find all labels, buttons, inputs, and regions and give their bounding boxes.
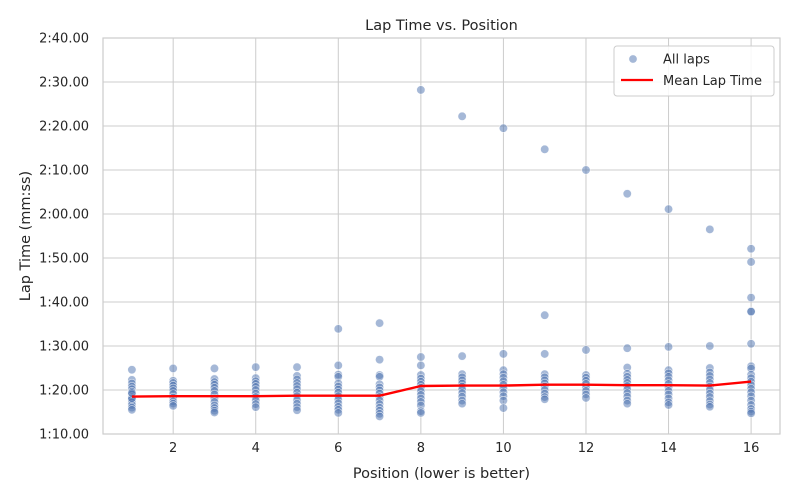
y-tick-label: 1:20.00	[39, 384, 89, 399]
lap-point	[581, 345, 591, 355]
x-tick-labels: 2 4 6 8 10 12 14 16	[169, 441, 759, 456]
lap-point	[622, 399, 632, 409]
lap-point	[746, 257, 756, 267]
mean-line-group	[131, 380, 752, 398]
lap-point	[292, 405, 302, 415]
plot-area	[103, 38, 780, 434]
lap-point	[498, 123, 508, 133]
lap-point	[581, 165, 591, 175]
lap-point	[664, 400, 674, 410]
y-tick-label: 2:10.00	[39, 164, 89, 179]
mean-lap-time-line	[131, 380, 752, 398]
legend-marker-all-laps	[628, 54, 638, 64]
y-tick-label: 1:40.00	[39, 296, 89, 311]
y-tick-label: 1:10.00	[39, 428, 89, 443]
lap-point	[292, 362, 302, 372]
x-tick-label: 12	[578, 441, 595, 456]
lap-point	[127, 405, 137, 415]
x-tick-label: 10	[495, 441, 512, 456]
lap-point	[375, 411, 385, 421]
lap-point	[705, 341, 715, 351]
lap-point	[416, 352, 426, 362]
lap-point	[581, 393, 591, 403]
lap-point	[540, 310, 550, 320]
lap-point	[457, 399, 467, 409]
lap-point	[457, 351, 467, 361]
lap-point	[746, 293, 756, 303]
legend-label-all-laps: All laps	[663, 53, 710, 68]
x-axis-label: Position (lower is better)	[353, 466, 530, 482]
lap-point	[375, 355, 385, 365]
lap-point	[746, 307, 756, 317]
legend: All laps Mean Lap Time	[613, 45, 775, 97]
lap-point	[251, 402, 261, 412]
x-tick-label: 4	[252, 441, 260, 456]
lap-point	[168, 363, 178, 373]
lap-point	[746, 244, 756, 254]
lap-point	[251, 362, 261, 372]
scatter-points	[127, 85, 756, 421]
lap-point	[540, 349, 550, 359]
lap-point	[664, 342, 674, 352]
lap-point	[705, 224, 715, 234]
lap-point	[333, 360, 343, 370]
x-tick-label: 14	[660, 441, 677, 456]
chart-title: Lap Time vs. Position	[365, 18, 518, 34]
lap-point	[127, 365, 137, 375]
lap-point	[168, 401, 178, 411]
lap-point	[622, 189, 632, 199]
lap-point	[746, 339, 756, 349]
y-axis-label: Lap Time (mm:ss)	[18, 171, 34, 301]
y-tick-label: 2:00.00	[39, 208, 89, 223]
y-tick-label: 2:40.00	[39, 32, 89, 47]
lap-point	[498, 349, 508, 359]
lap-point	[209, 363, 219, 373]
lap-point	[416, 408, 426, 418]
lap-point	[457, 111, 467, 121]
lap-point	[540, 144, 550, 154]
lap-point	[375, 318, 385, 328]
lap-point	[746, 408, 756, 418]
x-tick-label: 16	[743, 441, 760, 456]
y-tick-label: 1:30.00	[39, 340, 89, 355]
y-tick-label: 2:30.00	[39, 76, 89, 91]
y-tick-label: 1:50.00	[39, 252, 89, 267]
y-tick-labels: 1:10.00 1:20.00 1:30.00 1:40.00 1:50.00 2:00.…	[39, 32, 89, 443]
lap-point	[127, 388, 137, 398]
plot-frame	[102, 37, 781, 435]
lap-point	[498, 403, 508, 413]
x-tick-label: 2	[169, 441, 177, 456]
x-tick-label: 6	[334, 441, 342, 456]
lap-point	[416, 85, 426, 95]
lap-point	[416, 360, 426, 370]
lap-point	[540, 394, 550, 404]
y-tick-label: 2:20.00	[39, 120, 89, 135]
lap-point	[209, 407, 219, 417]
lap-point	[333, 408, 343, 418]
lap-point	[498, 396, 508, 406]
lap-point	[664, 204, 674, 214]
lap-point	[622, 343, 632, 353]
lap-point	[705, 402, 715, 412]
lap-point	[375, 372, 385, 382]
legend-label-mean-lap-time: Mean Lap Time	[663, 74, 762, 89]
x-tick-label: 8	[417, 441, 425, 456]
legend-box	[613, 45, 775, 97]
lap-point	[333, 324, 343, 334]
